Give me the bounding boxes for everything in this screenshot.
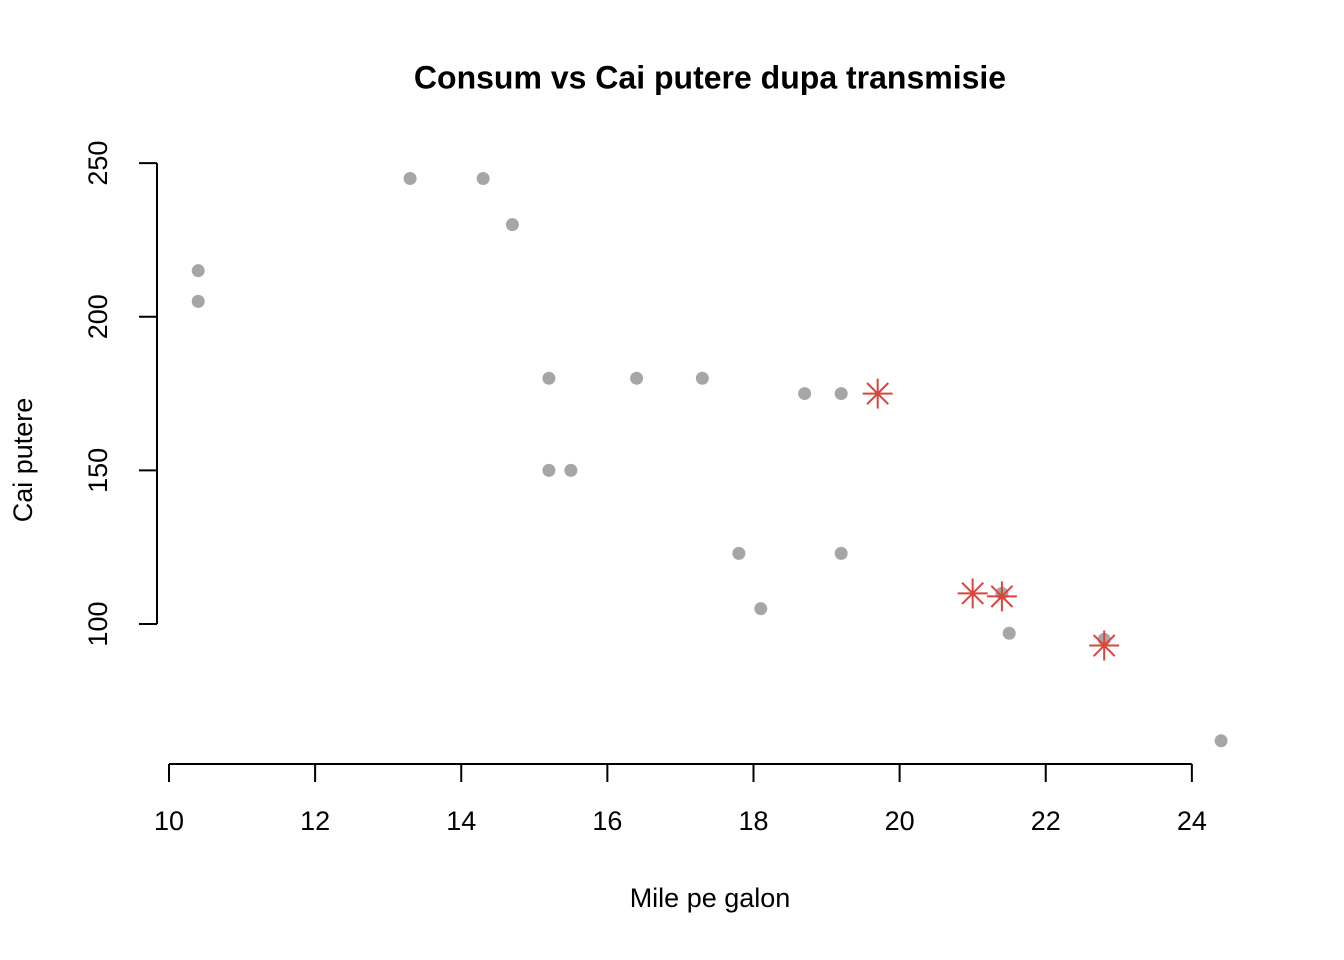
point (542, 463, 556, 477)
x-tick-label: 10 (154, 806, 184, 836)
point (564, 463, 578, 477)
point (695, 371, 709, 385)
point (834, 387, 848, 401)
point (732, 546, 746, 560)
x-tick-label: 14 (446, 806, 476, 836)
x-tick-label: 12 (300, 806, 330, 836)
y-tick-label: 250 (83, 141, 113, 186)
point (957, 578, 988, 609)
x-tick-label: 16 (592, 806, 622, 836)
point (630, 371, 644, 385)
x-tick-label: 22 (1031, 806, 1061, 836)
y-tick-label: 200 (83, 294, 113, 339)
y-tick-label: 150 (83, 448, 113, 493)
point (1214, 734, 1228, 748)
point (798, 387, 812, 401)
point (505, 218, 519, 232)
point (834, 546, 848, 560)
point (1089, 630, 1120, 661)
point (1002, 626, 1016, 640)
point (862, 378, 893, 409)
chart-title: Consum vs Cai putere dupa transmisie (414, 59, 1006, 95)
point (754, 602, 768, 616)
y-axis-label: Cai putere (8, 398, 38, 523)
point (191, 294, 205, 308)
point (191, 264, 205, 278)
point (542, 371, 556, 385)
point (476, 171, 490, 185)
point (986, 581, 1017, 612)
y-tick-label: 100 (83, 602, 113, 647)
x-tick-label: 24 (1177, 806, 1207, 836)
x-axis-label: Mile pe galon (630, 883, 791, 913)
x-tick-label: 18 (738, 806, 768, 836)
point (403, 171, 417, 185)
x-tick-label: 20 (885, 806, 915, 836)
